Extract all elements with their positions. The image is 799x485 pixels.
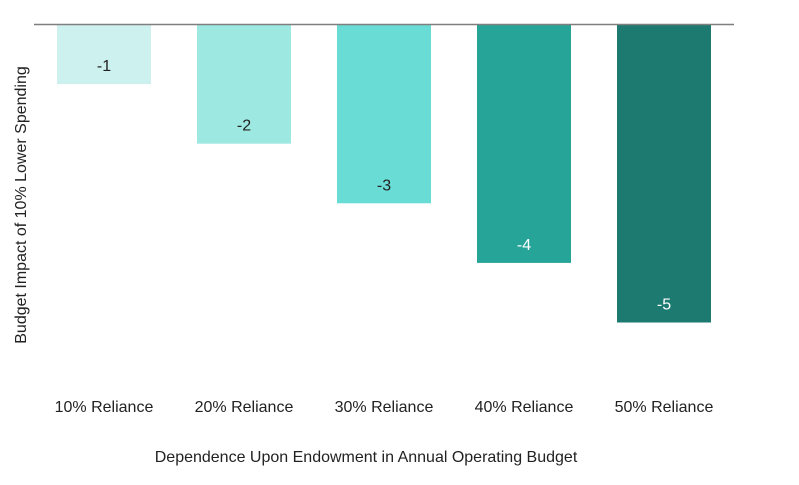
bar-2 xyxy=(197,24,291,144)
bars-group xyxy=(57,24,711,323)
x-tick-label-2: 20% Reliance xyxy=(195,399,294,416)
x-tick-label-3: 30% Reliance xyxy=(335,399,434,416)
data-label-1: -1 xyxy=(97,58,111,75)
x-tick-label-1: 10% Reliance xyxy=(55,399,154,416)
x-tick-label-4: 40% Reliance xyxy=(475,399,574,416)
bar-4 xyxy=(477,24,571,263)
data-label-3: -3 xyxy=(377,177,391,194)
data-labels-group: -1 -2 -3 -4 -5 xyxy=(97,58,671,313)
x-tick-label-5: 50% Reliance xyxy=(615,399,714,416)
bar-5 xyxy=(617,24,711,323)
y-axis-title: Budget Impact of 10% Lower Spending xyxy=(13,66,30,344)
data-label-5: -5 xyxy=(657,297,671,314)
data-label-4: -4 xyxy=(517,237,531,254)
bar-3 xyxy=(337,24,431,204)
bar-1 xyxy=(57,24,151,85)
x-tick-labels-group: 10% Reliance 20% Reliance 30% Reliance 40% … xyxy=(55,399,714,416)
data-label-2: -2 xyxy=(237,118,251,135)
x-axis-title: Dependence Upon Endowment in Annual Oper… xyxy=(155,449,578,466)
